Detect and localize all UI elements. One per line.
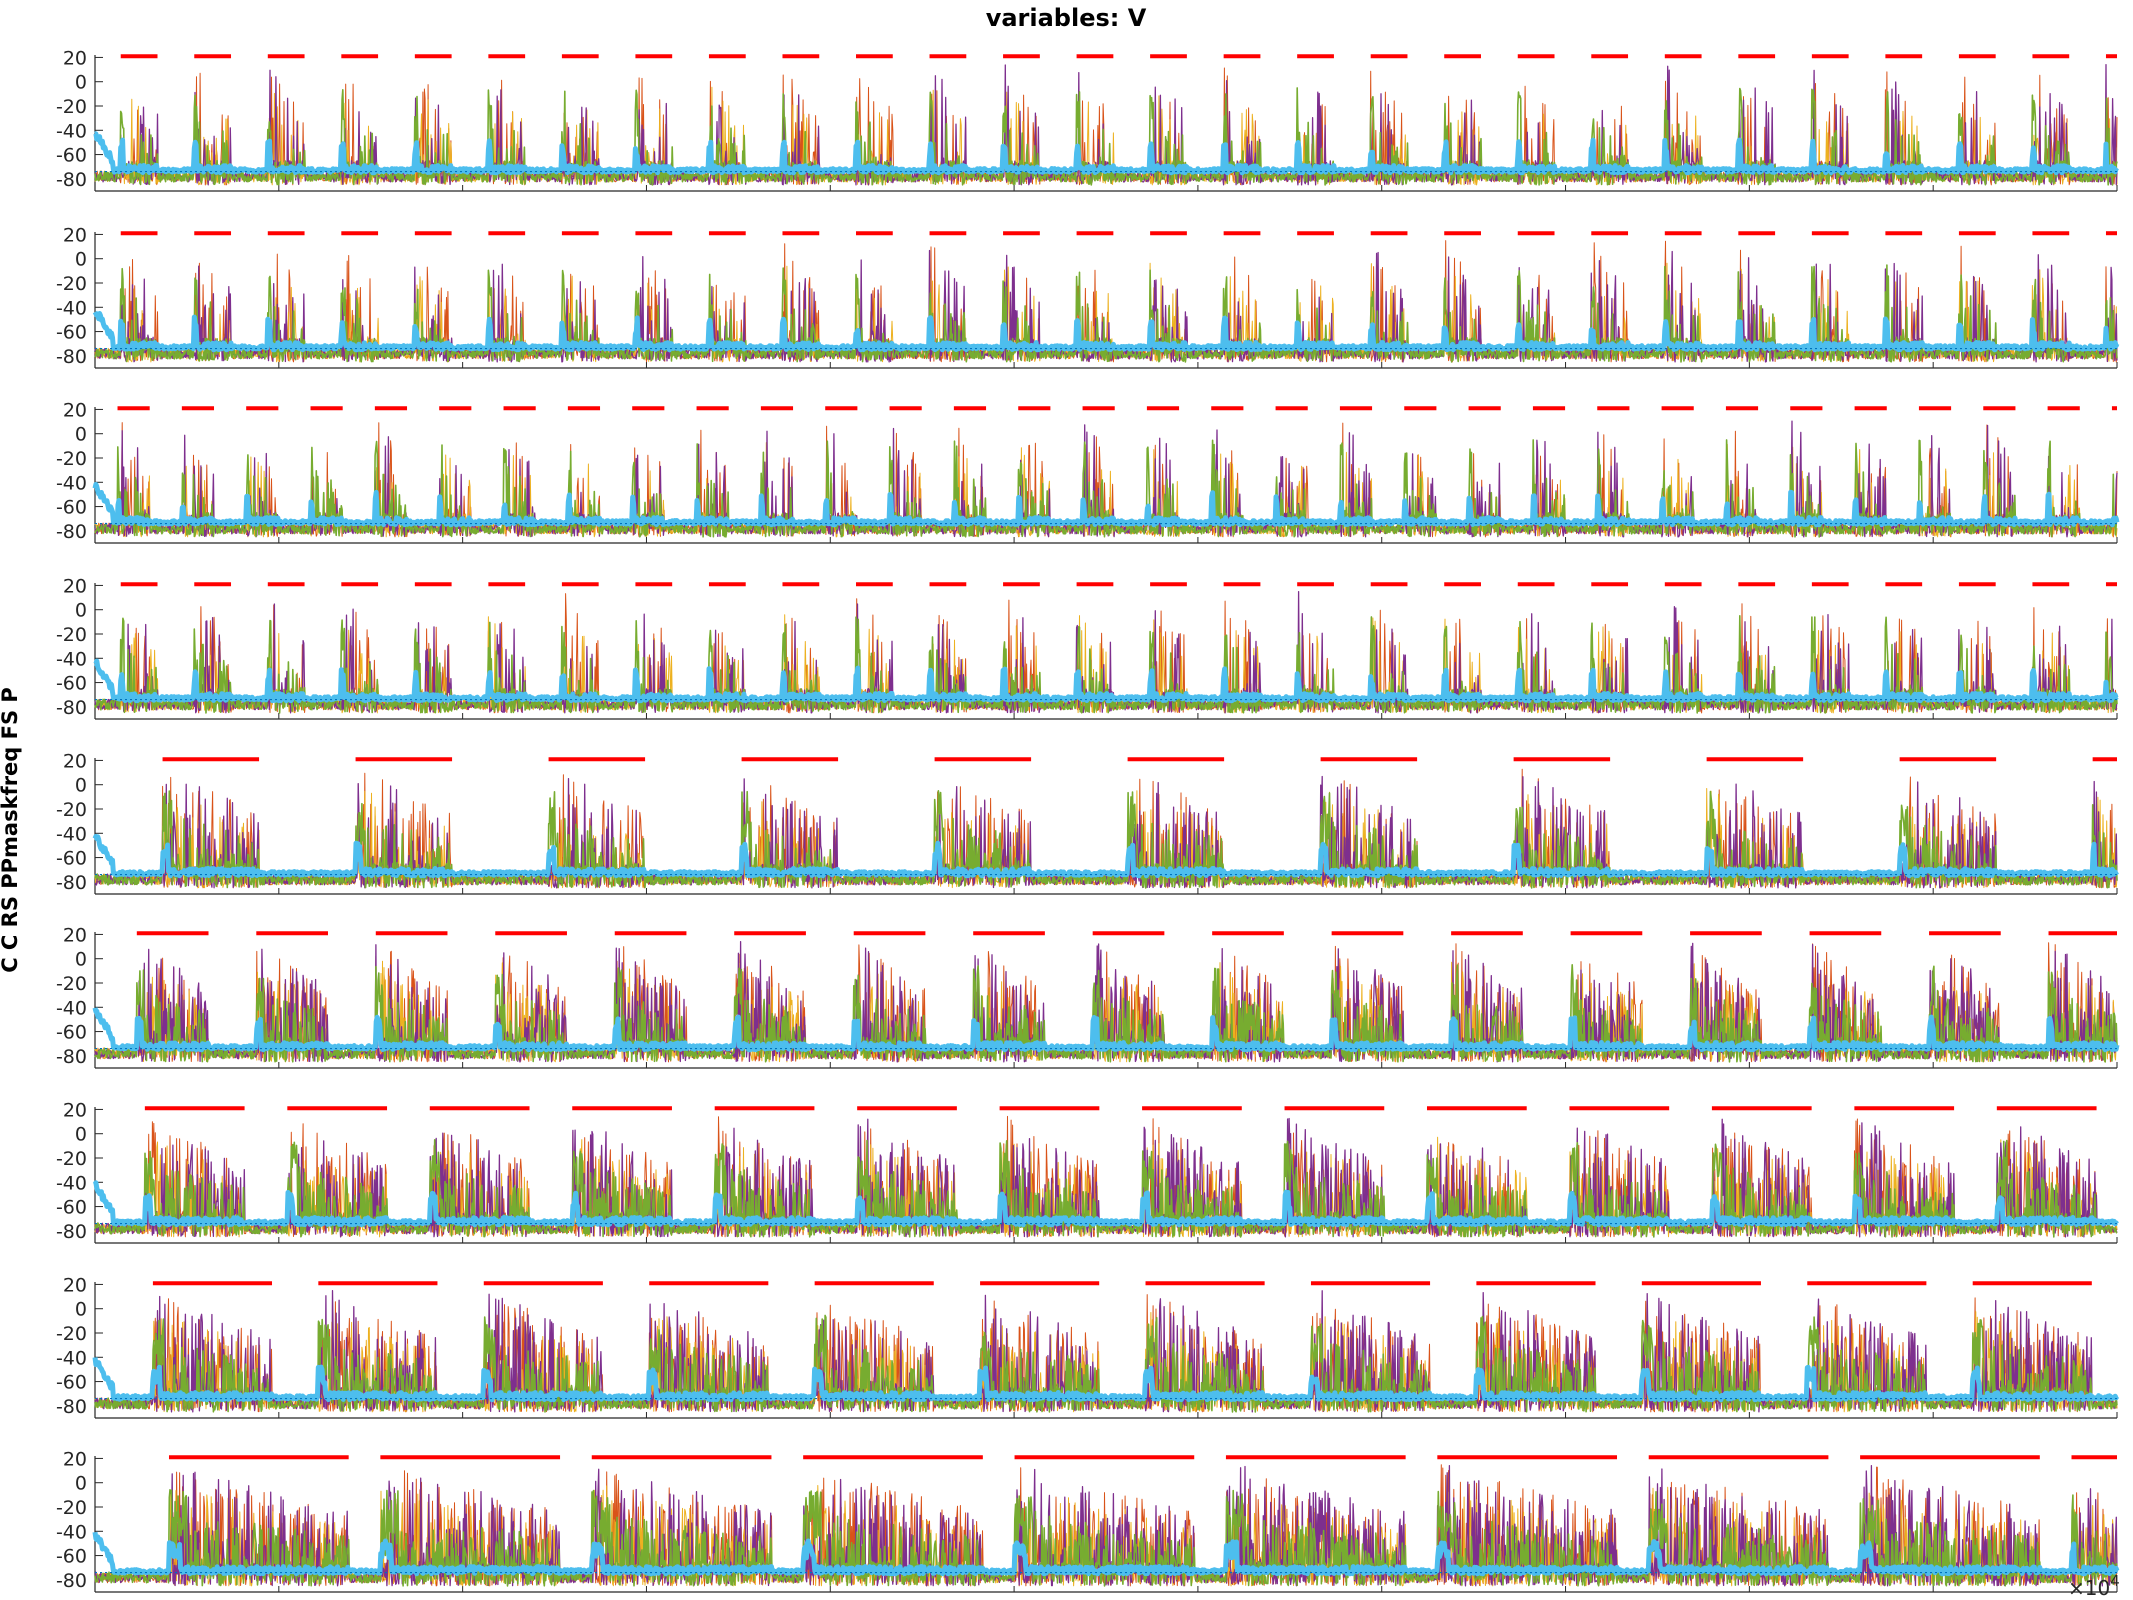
panels-group: -80-60-40-20020-80-60-40-20020-80-60-40-… [56,47,2120,1593]
y-tick-label: -80 [56,169,87,191]
panel-2: -80-60 -40-200 20 [56,224,2120,369]
y-tick-label: -60 [56,848,87,870]
chart-title: variables: V [986,4,1147,32]
y-tick-label: 0 [75,72,87,94]
panel-1: -80-60 -40-200 20 [56,47,2119,192]
y-tick-label: -80 [56,1221,87,1243]
y-tick-label: -60 [56,1372,87,1394]
y-tick-label: 0 [75,1124,87,1146]
voltage-trace [94,87,2118,186]
y-tick-label: -40 [56,1521,87,1543]
x-tick-label: 1 [1008,1598,1021,1600]
panel-8: -80-60 -40-200 20 [56,1274,2120,1419]
y-tick-label: -60 [56,322,87,344]
y-tick-label: 0 [75,424,87,446]
y-tick-label: -80 [56,346,87,368]
y-tick-label: -40 [56,120,87,142]
x-axis: 0 0.2 0.4 0.6 0.8 1 1.2 1.4 1.6 1.8 2 2.2 [89,1598,2133,1600]
y-tick-label: -80 [56,1570,87,1592]
y-tick-label: -40 [56,823,87,845]
y-tick-label: 20 [63,1274,87,1296]
y-tick-label: -80 [56,521,87,543]
y-tick-label: -20 [56,96,87,118]
voltage-trace [94,264,2118,363]
panel-5: -80-60 -40-200 20 [56,750,2119,895]
mean-voltage-trace [92,833,2119,879]
panel-9: -80-60 -40-200 20 [56,1448,2120,1593]
y-tick-label: 0 [75,600,87,622]
y-tick-label: -20 [56,1497,87,1519]
x-tick-label: 0.4 [447,1598,479,1600]
y-tick-label: 0 [75,1473,87,1495]
x-tick-label: 0 [89,1598,102,1600]
panel-4: -80-60 -40-200 20 [56,575,2119,720]
y-tick-label: -20 [56,799,87,821]
panel-7: -80-60 -40-200 20 [56,1099,2119,1244]
mean-voltage-trace [92,1180,2119,1228]
y-tick-label: 20 [63,224,87,246]
x-tick-label: 0.2 [263,1598,295,1600]
y-tick-label: -60 [56,673,87,695]
y-tick-label: -60 [56,145,87,167]
y-tick-label: 0 [75,949,87,971]
x-tick-label: 2 [1927,1598,1940,1600]
panel-3: -80-60 -40-200 20 [56,399,2120,544]
mean-voltage-trace [93,658,2119,704]
y-tick-label: -40 [56,297,87,319]
y-tick-label: -40 [56,1172,87,1194]
y-tick-label: -80 [56,872,87,894]
y-tick-label: 20 [63,1448,87,1470]
y-tick-label: 20 [63,1099,87,1121]
y-tick-label: -40 [56,648,87,670]
y-tick-label: -20 [56,1323,87,1345]
y-tick-label: -20 [56,448,87,470]
y-tick-label: -40 [56,472,87,494]
y-tick-label: -40 [56,997,87,1019]
panel-6: -80-60 -40-200 20 [56,924,2120,1069]
mean-voltage-trace [92,310,2120,353]
mean-voltage-trace [92,481,2120,528]
y-tick-label: -60 [56,1197,87,1219]
y-tick-label: 0 [75,249,87,271]
y-tick-label: 20 [63,750,87,772]
x-tick-label: 1.2 [1182,1598,1214,1600]
y-tick-label: -60 [56,1022,87,1044]
mean-voltage-trace [93,131,2119,176]
y-tick-label: 0 [75,1299,87,1321]
y-tick-label: -60 [56,1546,87,1568]
x-scale-factor: ×104 [2068,1572,2120,1600]
y-tick-label: -40 [56,1347,87,1369]
x-tick-label: 2.2 [2101,1598,2133,1600]
y-tick-label: 0 [75,775,87,797]
y-tick-label: 20 [63,924,87,946]
voltage-trace [94,964,2118,1063]
y-tick-label: 20 [63,47,87,69]
y-tick-label: -20 [56,1148,87,1170]
voltage-trace [94,439,2118,538]
y-tick-label: -60 [56,497,87,519]
y-tick-label: -80 [56,697,87,719]
y-tick-label: -80 [56,1046,87,1068]
y-tick-label: -20 [56,624,87,646]
y-tick-label: -80 [56,1396,87,1418]
y-axis-label: C C RS PPmaskfreq FS P [0,687,22,973]
y-tick-label: 20 [63,575,87,597]
x-tick-label: 1.8 [1733,1598,1765,1600]
y-tick-label: -20 [56,273,87,295]
x-tick-label: 0.6 [631,1598,663,1600]
x-tick-label: 0.8 [814,1598,846,1600]
x-tick-label: 1.4 [1366,1598,1398,1600]
y-tick-label: 20 [63,399,87,421]
x-scale-base: ×10 [2068,1576,2110,1600]
x-scale-power: 4 [2110,1572,2120,1590]
y-tick-label: -20 [56,973,87,995]
x-tick-label: 1.6 [1550,1598,1582,1600]
